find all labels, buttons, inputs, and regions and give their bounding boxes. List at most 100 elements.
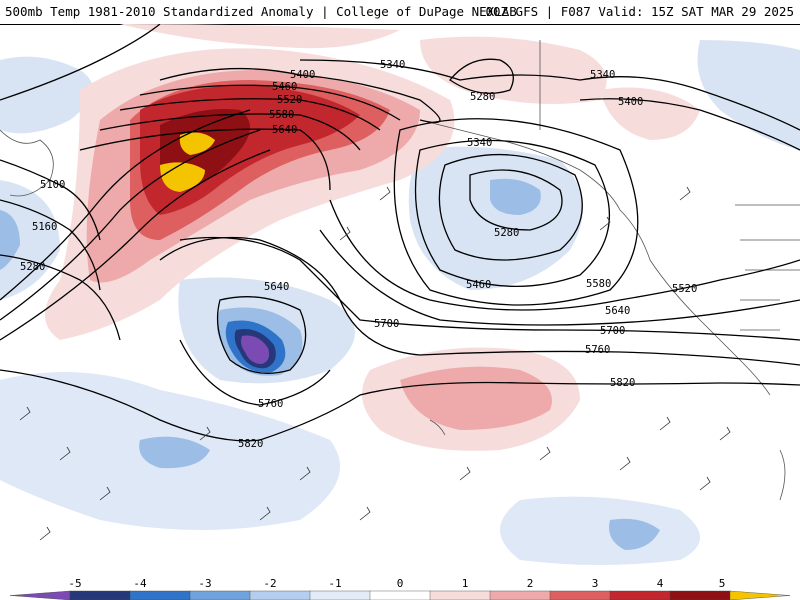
- contour-label: 5340: [590, 69, 615, 81]
- contour-label: 5580: [586, 278, 611, 290]
- contour-label: 5640: [272, 124, 297, 136]
- contour-label: 5820: [610, 377, 635, 389]
- contour-jet-2: [0, 129, 261, 321]
- contour-label: 5400: [618, 96, 643, 108]
- contour-5760: [159, 236, 800, 366]
- negative-anomaly-core: [609, 518, 660, 550]
- contour-5460-lowB: [414, 139, 611, 288]
- colorbar-tick-label: 3: [592, 578, 599, 590]
- colorbar-segment: [249, 590, 311, 600]
- contour-5400: [159, 67, 441, 124]
- contour-5640-east: [319, 229, 800, 326]
- contour-label: 5520: [672, 283, 697, 295]
- title-bar: 500mb Temp 1981-2010 Standardized Anomal…: [0, 0, 800, 25]
- record-positive-core: [179, 132, 215, 155]
- colorbar-tick-label: 0: [397, 578, 404, 590]
- contour-5640: [79, 128, 331, 191]
- colorbar-tick-label: 4: [657, 578, 664, 590]
- colorbar-segment: [609, 590, 671, 600]
- contour-label: 5640: [605, 305, 630, 317]
- colorbar-labels: -5 -4 -3 -2 -1 0 1 2 3 4 5: [68, 578, 725, 590]
- contour-label: 5280: [470, 91, 495, 103]
- negative-anomaly-core: [0, 210, 20, 270]
- colorbar-tick-label: 1: [462, 578, 469, 590]
- colorbar-tick-label: 5: [719, 578, 726, 590]
- contour-5400-east: [579, 98, 800, 151]
- coastlines: [0, 40, 800, 501]
- colorbar-segment: [129, 590, 191, 600]
- colorbar-tick-label: 2: [527, 578, 534, 590]
- anomaly-shading: [0, 24, 800, 565]
- model-valid-time: 00Z GFS | F087 Valid: 15Z SAT MAR 29 202…: [485, 4, 794, 19]
- contour-label: 5820: [238, 438, 263, 450]
- colorbar-segment: [189, 590, 251, 600]
- contour-jet-1: [0, 109, 251, 301]
- negative-anomaly-region: [500, 496, 700, 565]
- contour-5580: [99, 113, 361, 151]
- contour-label: 5400: [290, 69, 315, 81]
- contour-label: 5340: [467, 137, 492, 149]
- colorbar-segment: [309, 590, 371, 600]
- contour-5760-southwest: [179, 339, 331, 406]
- positive-anomaly-region: [420, 36, 607, 104]
- colorbar-segments: [9, 590, 791, 600]
- negative-anomaly-core: [139, 436, 210, 469]
- contour-label: 5520: [277, 94, 302, 106]
- contour-labels: 5400 5460 5520 5580 5640 5340 5280 5340 …: [20, 59, 697, 450]
- contour-5280-west: [0, 254, 121, 341]
- contour-label: 5460: [272, 81, 297, 93]
- contour-label: 5760: [585, 344, 610, 356]
- negative-anomaly-region: [0, 180, 60, 300]
- contour-5340-north: [299, 59, 800, 131]
- negative-anomaly-region: [408, 146, 583, 290]
- contour-5340-lowB: [438, 153, 583, 261]
- contour-label: 5280: [20, 261, 45, 273]
- contour-5100: [0, 159, 101, 241]
- anomaly-map: 5400 5460 5520 5580 5640 5340 5280 5340 …: [0, 24, 800, 565]
- height-contours: [0, 24, 800, 442]
- contour-label: 5100: [40, 179, 65, 191]
- contour-label: 5340: [380, 59, 405, 71]
- colorbar-segment: [9, 590, 71, 600]
- colorbar-tick-label: -3: [198, 578, 211, 590]
- contour-label: 5160: [32, 221, 57, 233]
- colorbar-segment: [489, 590, 551, 600]
- colorbar-segment: [369, 590, 431, 600]
- extreme-negative-core: [241, 335, 270, 364]
- product-title: 500mb Temp 1981-2010 Standardized Anomal…: [5, 4, 517, 19]
- contour-5820: [0, 369, 800, 442]
- contour-label: 5640: [264, 281, 289, 293]
- contour-5520: [119, 98, 381, 131]
- colorbar-segment: [429, 590, 491, 600]
- contour-label: 5460: [466, 279, 491, 291]
- colorbar-tick-label: -5: [68, 578, 81, 590]
- colorbar-segment: [669, 590, 731, 600]
- positive-anomaly-region: [120, 24, 400, 49]
- negative-anomaly-region: [697, 40, 800, 150]
- contour-west-arc: [0, 24, 161, 101]
- negative-anomaly-core: [490, 178, 541, 215]
- contour-label: 5280: [494, 227, 519, 239]
- colorbar-segment: [549, 590, 611, 600]
- contour-5700: [179, 236, 800, 341]
- wind-barbs: [19, 186, 731, 541]
- colorbar-segment: [69, 590, 131, 600]
- contour-5580-east: [329, 199, 800, 311]
- colorbar-tick-label: -4: [133, 578, 147, 590]
- colorbar-segment: [729, 590, 791, 600]
- colorbar-tick-label: -1: [328, 578, 341, 590]
- positive-anomaly-region: [600, 87, 700, 140]
- anomaly-colorbar: -5 -4 -3 -2 -1 0 1 2 3 4 5: [0, 578, 800, 600]
- contour-label: 5700: [374, 318, 399, 330]
- contour-5460: [139, 84, 401, 121]
- contour-5160: [0, 199, 101, 291]
- contour-label: 5760: [258, 398, 283, 410]
- contour-label: 5580: [269, 109, 294, 121]
- contour-jet-3: [0, 149, 271, 341]
- contour-5280-lowB: [469, 169, 563, 231]
- contour-5520-lowB: [393, 118, 639, 306]
- colorbar-tick-label: -2: [263, 578, 276, 590]
- contour-5640-low: [216, 296, 307, 374]
- contour-label: 5700: [600, 325, 625, 337]
